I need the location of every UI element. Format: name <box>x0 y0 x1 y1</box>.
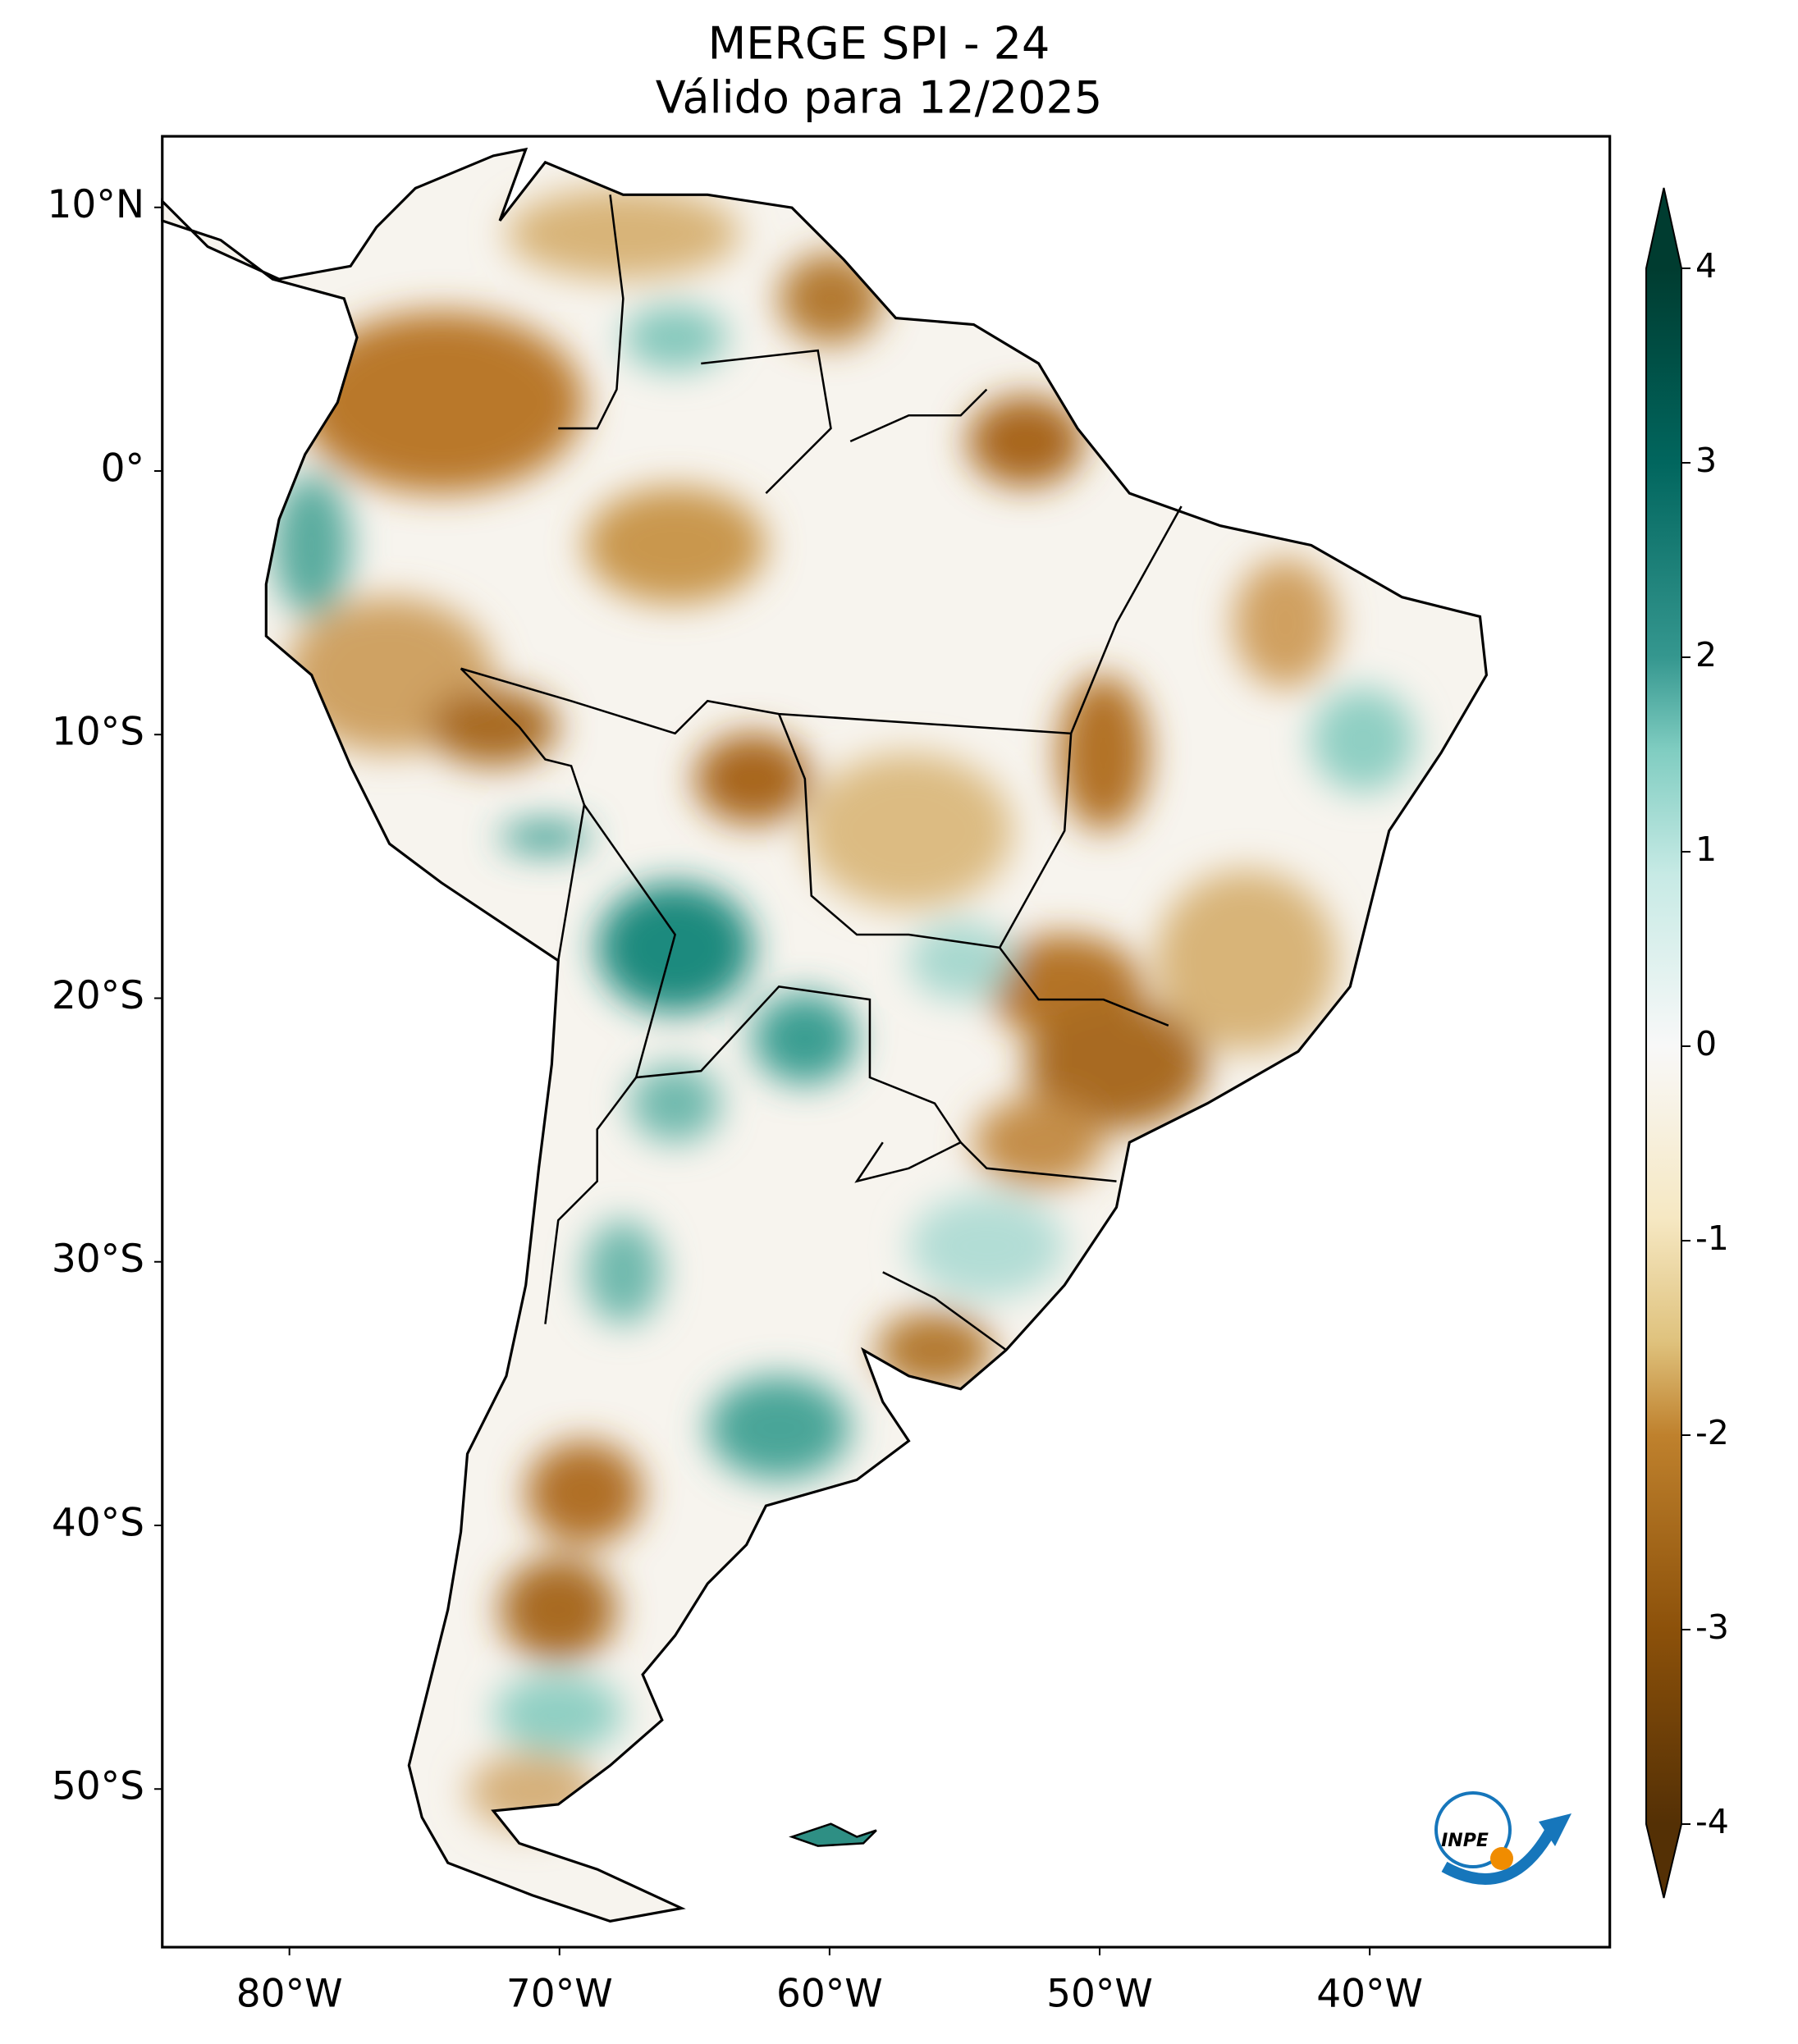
y-tick-label: 50°S <box>52 1764 144 1809</box>
colorbar-tick-label: -4 <box>1695 1802 1729 1841</box>
coastline <box>161 147 1489 1923</box>
colorbar-tick-label: -3 <box>1695 1607 1729 1647</box>
map-area <box>161 135 1612 1949</box>
y-tick-label: 30°S <box>52 1237 144 1282</box>
colorbar-tick-label: -1 <box>1695 1219 1729 1258</box>
colorbar <box>1646 268 1681 1824</box>
map-frame <box>161 135 1612 1949</box>
map-subtitle: Válido para 12/2025 <box>656 72 1102 124</box>
colorbar-tick-label: 0 <box>1695 1024 1717 1063</box>
borders <box>460 194 1183 1351</box>
y-tick-label: 20°S <box>52 973 144 1018</box>
x-tick-label: 80°W <box>236 1972 343 2017</box>
x-tick-label: 40°W <box>1316 1972 1423 2017</box>
colorbar-tick-label: 4 <box>1695 246 1717 286</box>
y-tick-label: 0° <box>101 446 144 491</box>
x-tick-label: 50°W <box>1046 1972 1153 2017</box>
colorbar-extend-min <box>1646 1824 1681 1898</box>
colorbar-extend-max <box>1646 188 1681 268</box>
colorbar-tick-label: 2 <box>1695 635 1717 674</box>
colorbar-tick-label: 3 <box>1695 441 1717 480</box>
logo: INPE <box>1434 1791 1572 1885</box>
islands <box>789 1822 877 1847</box>
y-tick-label: 10°N <box>48 182 144 227</box>
colorbar-tick-label: -2 <box>1695 1413 1729 1452</box>
y-tick-label: 10°S <box>52 710 144 755</box>
map-title: MERGE SPI - 24 <box>708 18 1050 70</box>
y-tick-label: 40°S <box>52 1500 144 1545</box>
logo-text: INPE <box>1441 1831 1489 1851</box>
x-tick-label: 70°W <box>506 1972 613 2017</box>
x-tick-label: 60°W <box>776 1972 883 2017</box>
colorbar-tick-label: 1 <box>1695 830 1717 869</box>
